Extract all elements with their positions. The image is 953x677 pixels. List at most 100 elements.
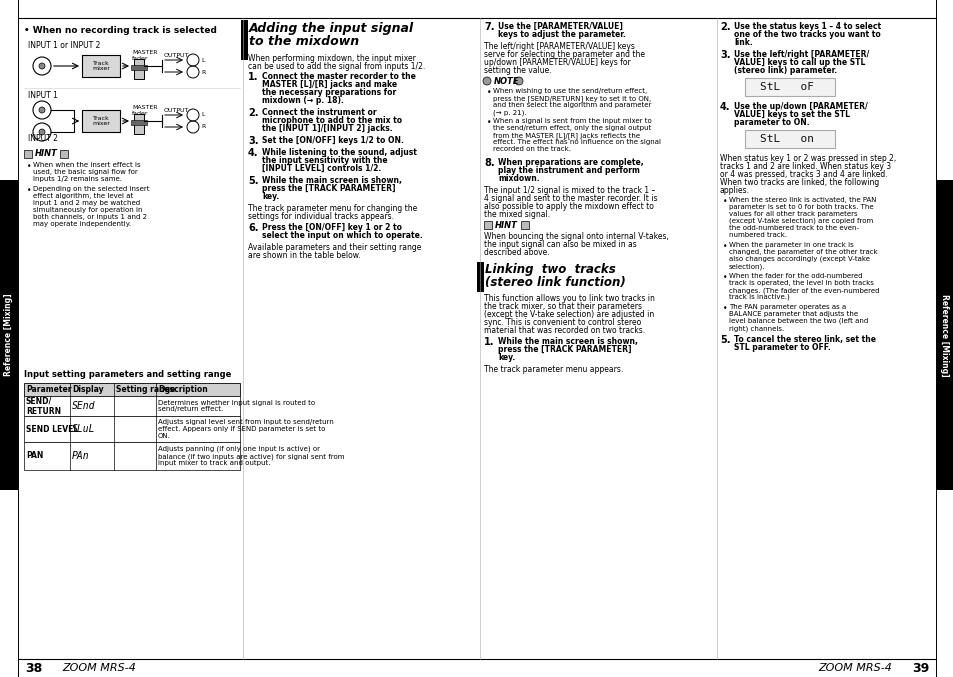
Text: mixdown (→ p. 18).: mixdown (→ p. 18). [262,96,343,105]
Text: (stereo link function): (stereo link function) [484,276,625,289]
Text: (→ p. 21).: (→ p. 21). [493,109,526,116]
Text: •: • [722,304,727,313]
Text: SEnd: SEnd [71,401,95,411]
Text: track is operated, the level in both tracks: track is operated, the level in both tra… [728,280,873,286]
Bar [131,120,147,125]
Text: BALANCE parameter that adjusts the: BALANCE parameter that adjusts the [728,311,858,317]
Text: select the input on which to operate.: select the input on which to operate. [262,231,422,240]
Text: HINT: HINT [495,221,517,230]
Text: used, the basic signal flow for: used, the basic signal flow for [33,169,137,175]
Text: Use the up/down [PARAMETER/: Use the up/down [PARAMETER/ [733,102,867,111]
Text: SLuL: SLuL [71,424,95,434]
Text: 1.: 1. [483,337,494,347]
Text: changed, the parameter of the other track: changed, the parameter of the other trac… [728,249,877,255]
Text: numbered track.: numbered track. [728,232,786,238]
Text: HINT: HINT [35,150,58,158]
Text: 5.: 5. [248,176,258,186]
Bar [24,383,240,396]
Text: INPUT 1: INPUT 1 [28,91,58,100]
Bar [241,20,248,60]
Circle shape [39,107,45,113]
Text: the odd-numbered track to the even-: the odd-numbered track to the even- [728,225,858,231]
Text: When bouncing the signal onto internal V-takes,: When bouncing the signal onto internal V… [483,232,668,241]
Text: 38: 38 [25,661,42,674]
Text: The track parameter menu for changing the: The track parameter menu for changing th… [248,204,416,213]
Text: OUTPUT: OUTPUT [164,53,190,58]
Text: 7.: 7. [483,22,494,32]
Text: When the parameter in one track is: When the parameter in one track is [728,242,853,248]
Text: Adjusts panning (if only one input is active) or
balance (if two inputs are acti: Adjusts panning (if only one input is ac… [158,445,344,466]
Text: 6.: 6. [248,223,258,233]
Bar [133,59,144,79]
Text: 4.: 4. [248,148,258,158]
Text: When wishing to use the send/return effect,: When wishing to use the send/return effe… [493,88,646,94]
Text: (except the V-take selection) are adjusted in: (except the V-take selection) are adjust… [483,310,654,319]
Text: input 1 and 2 may be watched: input 1 and 2 may be watched [33,200,140,206]
Text: StL   oF: StL oF [760,82,813,92]
Text: Determines whether input signal is routed to
send/return effect.: Determines whether input signal is route… [158,399,314,412]
Bar [0,180,18,490]
Text: ZOOM MRS-4: ZOOM MRS-4 [818,663,891,673]
Text: the necessary preparations for: the necessary preparations for [262,88,395,97]
Bar [483,221,492,229]
Text: R: R [201,125,205,129]
Bar [744,130,834,148]
Text: When performing mixdown, the input mixer: When performing mixdown, the input mixer [248,54,416,63]
Text: simultaneously for operation in: simultaneously for operation in [33,207,142,213]
Text: •: • [486,88,491,97]
Text: Depending on the selected insert: Depending on the selected insert [33,186,150,192]
Bar [60,150,68,158]
Text: [INPUT LEVEL] controls 1/2.: [INPUT LEVEL] controls 1/2. [262,164,381,173]
Text: Use the left/right [PARAMETER/: Use the left/right [PARAMETER/ [733,50,868,59]
Text: INPUT 2: INPUT 2 [28,134,58,143]
Text: the track mixer, so that their parameters: the track mixer, so that their parameter… [483,302,641,311]
Bar [24,416,240,442]
Text: Adjusts signal level sent from input to send/return
effect. Appears only if SEND: Adjusts signal level sent from input to … [158,419,334,439]
Text: applies.: applies. [720,186,749,195]
Text: press the [TRACK PARAMETER]: press the [TRACK PARAMETER] [497,345,631,354]
Text: MASTER [L]/[R] jacks and make: MASTER [L]/[R] jacks and make [262,80,396,89]
Text: Press the [ON/OFF] key 1 or 2 to: Press the [ON/OFF] key 1 or 2 to [262,223,401,232]
Text: •: • [722,197,727,206]
Text: 2.: 2. [248,108,258,118]
Text: To cancel the stereo link, set the: To cancel the stereo link, set the [733,335,875,344]
Text: Set the [ON/OFF] keys 1/2 to ON.: Set the [ON/OFF] keys 1/2 to ON. [262,136,403,145]
Text: •: • [722,242,727,251]
Text: parameter is set to 0 for both tracks. The: parameter is set to 0 for both tracks. T… [728,204,873,210]
Text: MASTER
fader: MASTER fader [132,105,157,116]
Text: play the instrument and perform: play the instrument and perform [497,166,639,175]
Text: This function allows you to link two tracks in: This function allows you to link two tra… [483,294,654,303]
Text: Reference [Mixing]: Reference [Mixing] [5,294,13,376]
Text: effect. The effect has no influence on the signal: effect. The effect has no influence on t… [493,139,660,145]
Text: the send/return effect, only the signal output: the send/return effect, only the signal … [493,125,651,131]
Text: the input signal can also be mixed in as: the input signal can also be mixed in as [483,240,636,249]
Text: L: L [201,112,204,118]
Bar [133,114,144,134]
Text: •: • [27,186,31,195]
Circle shape [482,77,491,85]
Text: Setting range: Setting range [116,385,175,394]
Text: VALUE] keys to set the STL: VALUE] keys to set the STL [733,110,849,119]
Text: Use the [PARAMETER/VALUE]: Use the [PARAMETER/VALUE] [497,22,622,31]
Text: The left/right [PARAMETER/VALUE] keys: The left/right [PARAMETER/VALUE] keys [483,42,634,51]
Text: are shown in the table below.: are shown in the table below. [248,251,360,260]
Text: The track parameter menu appears.: The track parameter menu appears. [483,365,622,374]
Text: key.: key. [497,353,515,362]
Text: press the [TRACK PARAMETER]: press the [TRACK PARAMETER] [262,184,395,193]
Text: the [INPUT 1]/[INPUT 2] jacks.: the [INPUT 1]/[INPUT 2] jacks. [262,124,393,133]
Bar [131,65,147,70]
Bar [24,396,240,416]
Text: setting the value.: setting the value. [483,66,551,75]
Text: from the MASTER [L]/[R] jacks reflects the: from the MASTER [L]/[R] jacks reflects t… [493,132,639,139]
Text: right) channels.: right) channels. [728,325,783,332]
Text: key.: key. [262,192,279,201]
Text: •: • [27,162,31,171]
Text: can be used to add the signal from inputs 1/2.: can be used to add the signal from input… [248,62,425,71]
Text: ZOOM MRS-4: ZOOM MRS-4 [62,663,135,673]
Text: PAN: PAN [26,452,43,460]
Bar [935,180,953,490]
Text: described above.: described above. [483,248,549,257]
Text: link.: link. [733,38,752,47]
Text: Connect the instrument or: Connect the instrument or [262,108,376,117]
Text: values for all other track parameters: values for all other track parameters [728,211,857,217]
